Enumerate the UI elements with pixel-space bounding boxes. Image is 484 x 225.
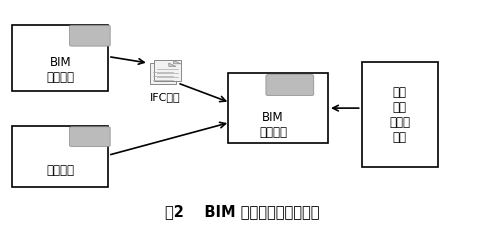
Text: BIM
设计模型: BIM 设计模型 [46, 56, 74, 84]
Text: BIM
施工模型: BIM 施工模型 [259, 110, 287, 139]
FancyBboxPatch shape [70, 25, 110, 46]
Text: 资源
成本
等施工
信息: 资源 成本 等施工 信息 [390, 86, 410, 144]
Text: IFC文件: IFC文件 [150, 92, 181, 102]
FancyBboxPatch shape [150, 63, 176, 84]
FancyBboxPatch shape [154, 61, 181, 81]
Polygon shape [169, 63, 176, 66]
Text: 图2    BIM 施工模型的建模方法: 图2 BIM 施工模型的建模方法 [165, 204, 319, 219]
Bar [227, 73, 328, 143]
FancyBboxPatch shape [70, 127, 110, 146]
Polygon shape [174, 61, 181, 64]
Text: 进度计划: 进度计划 [46, 164, 74, 177]
Bar [13, 25, 108, 90]
Bar [362, 62, 438, 167]
Bar [13, 126, 108, 187]
FancyBboxPatch shape [266, 75, 314, 95]
